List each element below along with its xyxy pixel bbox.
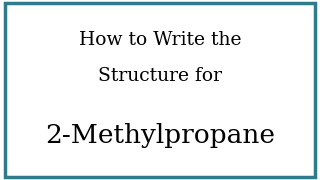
- Text: Structure for: Structure for: [98, 67, 222, 85]
- Text: How to Write the: How to Write the: [79, 31, 241, 49]
- Text: 2-Methylpropane: 2-Methylpropane: [45, 123, 275, 147]
